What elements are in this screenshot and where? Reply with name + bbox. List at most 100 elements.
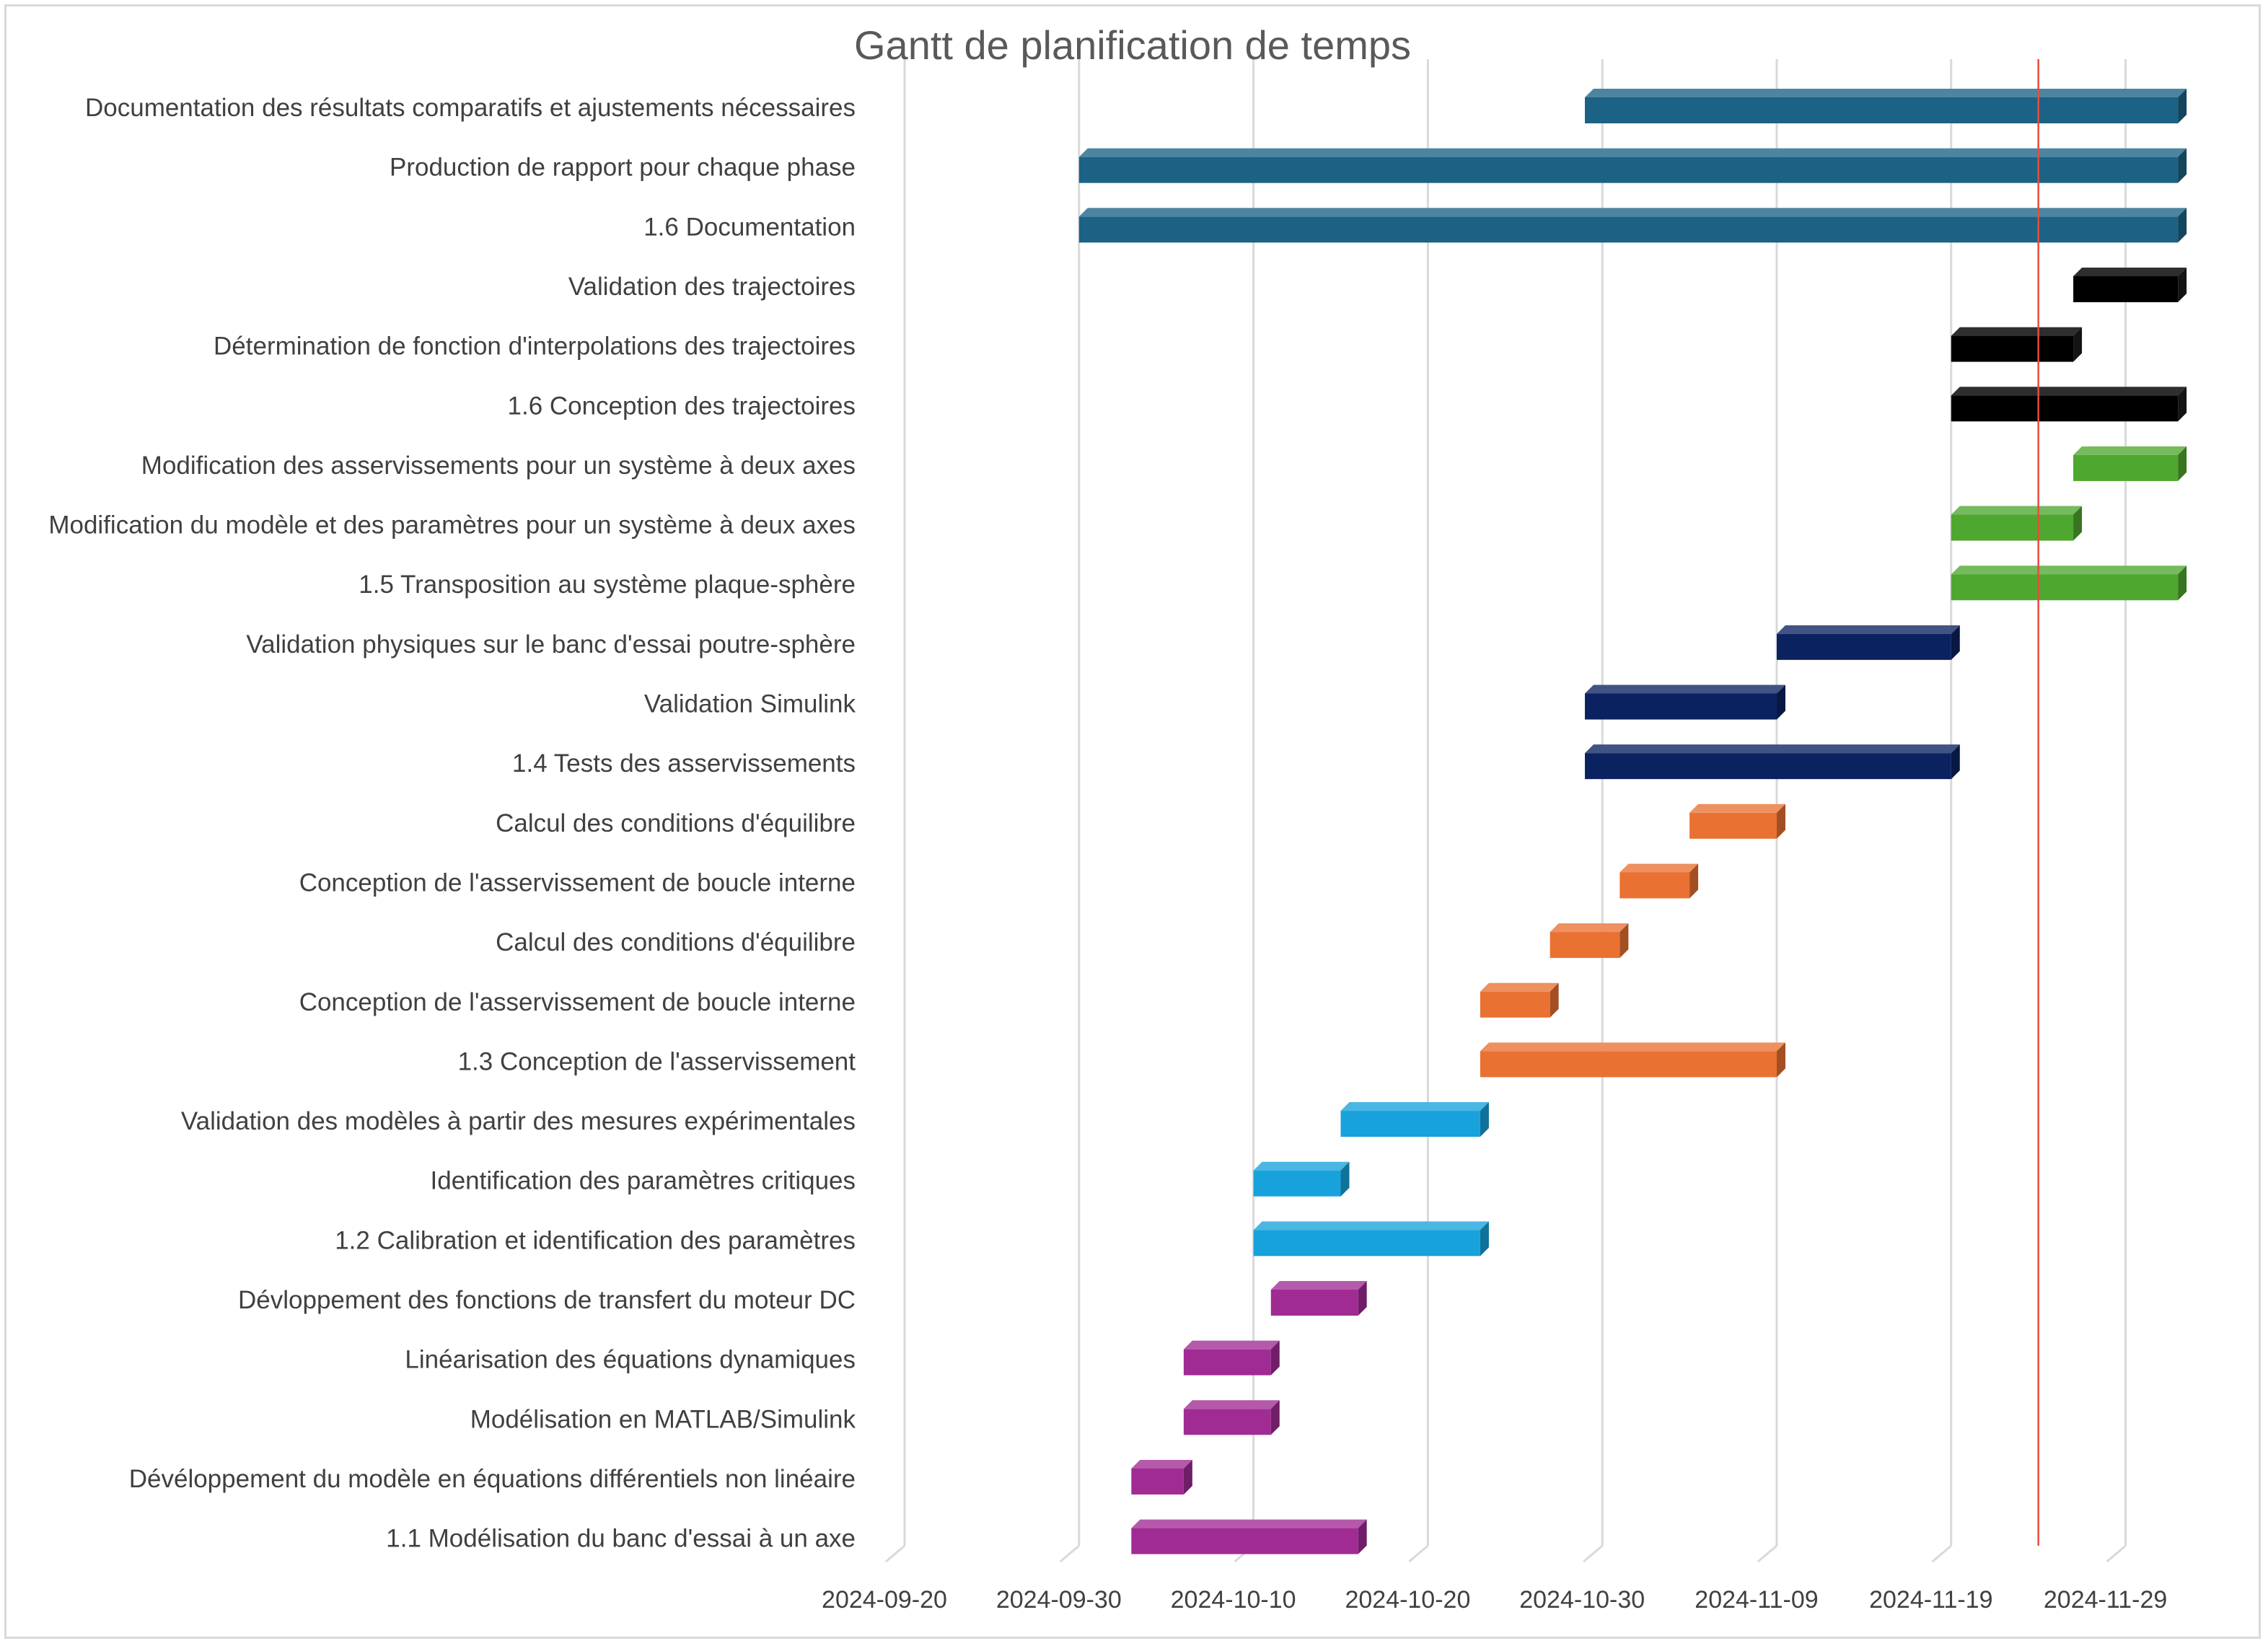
- task-label: Calcul des conditions d'équilibre: [496, 809, 856, 837]
- task-bar: [1619, 863, 1699, 899]
- task-label: Production de rapport pour chaque phase: [390, 154, 856, 182]
- task-label: Validation des trajectoires: [568, 273, 856, 301]
- gridline-floor: [1408, 1544, 1429, 1563]
- task-bar: [1585, 89, 2187, 123]
- task-label: Modification des asservissements pour un…: [141, 452, 856, 480]
- x-tick-label: 2024-10-30: [1519, 1586, 1645, 1614]
- task-bar-front: [1585, 753, 1951, 780]
- task-bar: [1340, 1102, 1489, 1137]
- chart-title: Gantt de planification de temps: [854, 22, 1411, 68]
- task-bar-side: [1777, 685, 1785, 720]
- task-bar-top: [1585, 89, 2187, 97]
- task-bar-front: [1131, 1468, 1184, 1495]
- task-bar-side: [2178, 208, 2187, 243]
- task-bar-front: [1951, 395, 2179, 422]
- task-bar-side: [2178, 387, 2187, 422]
- task-label: 1.4 Tests des asservissements: [512, 749, 856, 778]
- task-bar-front: [1585, 693, 1777, 720]
- task-bar: [1480, 982, 1559, 1018]
- task-bar-front: [1689, 812, 1777, 839]
- task-label: 1.6 Documentation: [643, 213, 856, 241]
- task-bar-top: [1585, 744, 1960, 754]
- task-label: Dévloppement des fonctions de transfert …: [238, 1286, 856, 1314]
- task-bar: [1951, 387, 2187, 422]
- x-tick-label: 2024-11-09: [1695, 1586, 1818, 1614]
- task-bar: [1078, 208, 2187, 243]
- task-bar-front: [1619, 872, 1690, 899]
- gridline-floor: [2106, 1544, 2127, 1563]
- task-bar-side: [1951, 625, 1960, 660]
- task-bar-side: [1777, 1042, 1785, 1078]
- task-bar-front: [1550, 932, 1620, 959]
- task-bar: [1951, 506, 2083, 541]
- task-bar-top: [1480, 982, 1559, 992]
- task-bar-side: [2073, 327, 2083, 362]
- x-tick-label: 2024-09-20: [822, 1586, 947, 1614]
- task-bar-front: [1131, 1528, 1358, 1554]
- task-bar-top: [1340, 1102, 1489, 1112]
- task-bar-side: [2178, 148, 2187, 183]
- task-bar: [2073, 267, 2187, 302]
- task-label: 1.3 Conception de l'asservissement: [458, 1047, 856, 1075]
- x-tick-label: 2024-10-20: [1345, 1586, 1470, 1614]
- task-bar-front: [1340, 1111, 1480, 1137]
- gridlines: [885, 59, 2127, 1563]
- task-bar: [1131, 1519, 1367, 1554]
- task-bar: [1550, 923, 1629, 959]
- task-bar-front: [1270, 1290, 1358, 1316]
- task-bar: [1689, 804, 1785, 839]
- task-bar: [1270, 1281, 1367, 1316]
- task-bar-top: [1253, 1161, 1350, 1171]
- task-label: Documentation des résultats comparatifs …: [85, 94, 856, 122]
- x-tick-label: 2024-11-29: [2044, 1586, 2167, 1614]
- task-bar: [1777, 625, 1960, 660]
- task-label: Conception de l'asservissement de boucle…: [299, 988, 856, 1016]
- task-bar-side: [1689, 863, 1699, 899]
- task-bar: [1183, 1340, 1280, 1376]
- task-bar: [2073, 446, 2187, 481]
- category-labels: Documentation des résultats comparatifs …: [48, 94, 856, 1553]
- gridline-floor: [885, 1544, 905, 1563]
- task-bar: [1131, 1459, 1192, 1495]
- task-bar-front: [1951, 335, 2074, 362]
- task-bar-front: [1777, 633, 1951, 660]
- task-bar-top: [1183, 1400, 1280, 1409]
- task-label: Modélisation en MATLAB/Simulink: [470, 1405, 856, 1433]
- gridline-floor: [1757, 1544, 1777, 1563]
- task-bar-top: [1078, 208, 2187, 217]
- task-bar-top: [1951, 506, 2083, 515]
- task-bar-side: [1358, 1519, 1367, 1554]
- gridline-floor: [1583, 1544, 1604, 1563]
- task-bar-side: [2178, 565, 2187, 601]
- task-bar-side: [1358, 1281, 1367, 1316]
- task-bar-front: [2073, 276, 2179, 302]
- task-label: Validation Simulink: [644, 690, 856, 718]
- task-bar: [1078, 148, 2187, 183]
- task-bar-top: [1131, 1459, 1192, 1469]
- task-bar: [1585, 744, 1960, 780]
- task-bar-side: [2178, 89, 2187, 123]
- gridline-floor: [1059, 1544, 1080, 1563]
- task-label: 1.2 Calibration et identification des pa…: [335, 1226, 856, 1254]
- task-bar-front: [1480, 1051, 1777, 1078]
- task-bar-side: [1951, 744, 1960, 780]
- task-bar: [1585, 685, 1785, 720]
- task-bar: [1951, 565, 2187, 601]
- task-bar-front: [1078, 157, 2179, 183]
- chart-frame: [4, 4, 2261, 1639]
- task-bar: [1951, 327, 2083, 362]
- task-bar-top: [1270, 1281, 1367, 1290]
- task-bar-top: [1480, 1042, 1785, 1052]
- task-bar: [1253, 1221, 1489, 1256]
- task-bar-front: [2073, 454, 2179, 481]
- task-bar-top: [1951, 387, 2187, 396]
- gridline-floor: [1931, 1544, 1952, 1563]
- task-label: Calcul des conditions d'équilibre: [496, 928, 856, 956]
- task-bar-side: [1340, 1161, 1350, 1197]
- task-bar-top: [2073, 446, 2187, 455]
- task-bar-front: [1951, 514, 2074, 541]
- task-label: Validation des modèles à partir des mesu…: [181, 1107, 856, 1135]
- task-bar-front: [1183, 1349, 1271, 1376]
- task-bar-side: [1183, 1459, 1192, 1495]
- task-bar-side: [1270, 1400, 1280, 1435]
